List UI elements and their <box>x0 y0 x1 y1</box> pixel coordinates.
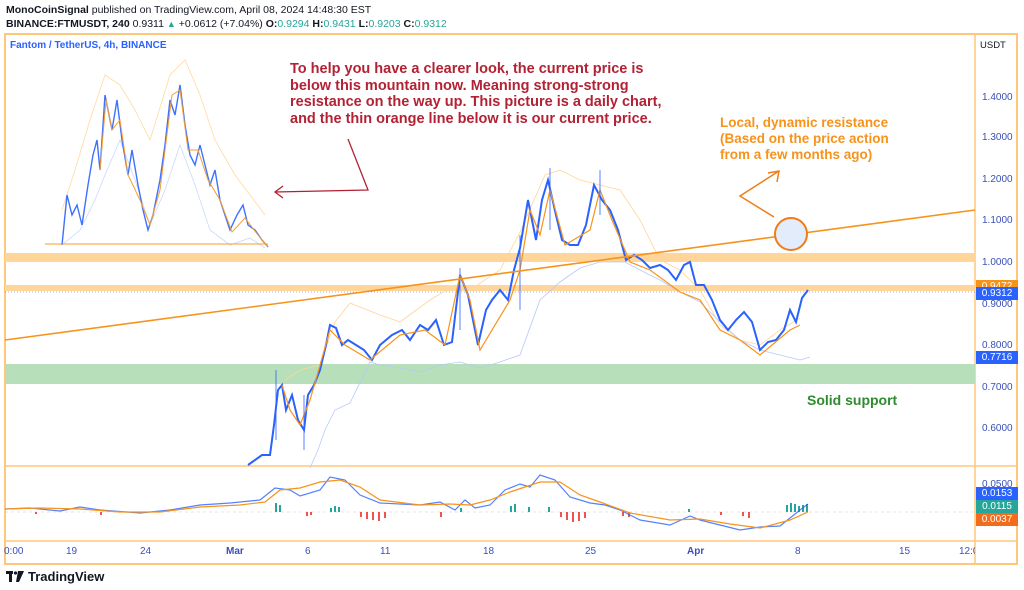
support-annotation: Solid support <box>807 392 898 408</box>
lower-band-tag: 0.7716 <box>976 351 1018 364</box>
x-tick: 15 <box>899 546 911 557</box>
red-annotation: To help you have a clearer look, the cur… <box>290 61 662 127</box>
up-arrow-icon: ▲ <box>166 19 176 29</box>
y-tick: 0.6000 <box>982 423 1013 434</box>
brand-name: TradingView <box>28 569 105 584</box>
low-value: 0.9203 <box>368 18 401 30</box>
x-tick: 25 <box>585 546 597 557</box>
last-price: 0.9311 <box>132 18 164 30</box>
x-tick: 8 <box>795 546 801 557</box>
published-text: published on TradingView.com, April 08, … <box>91 4 372 16</box>
resistance-highlight-circle <box>774 217 808 251</box>
close-value: 0.9312 <box>414 18 447 30</box>
y-tick: 1.4000 <box>982 92 1013 103</box>
support-zone <box>5 364 975 384</box>
macd-pane <box>4 474 975 531</box>
open-value: 0.9294 <box>277 18 310 30</box>
x-tick: 12:0 <box>959 546 975 557</box>
x-tick: 18 <box>483 546 495 557</box>
current-price-tag: 0.9312 <box>976 287 1018 300</box>
tradingview-logo-icon <box>6 571 24 582</box>
macd-tag: 0.0153 <box>976 487 1018 500</box>
tradingview-logo[interactable]: TradingView <box>6 569 104 584</box>
resistance-zone-upper <box>5 253 975 262</box>
orange-annotation-line: (Based on the price action <box>720 131 889 146</box>
orange-annotation: Local, dynamic resistance (Based on the … <box>720 115 889 163</box>
histogram-tag: 0.0115 <box>976 500 1018 513</box>
daily-chart-inset <box>45 59 269 249</box>
x-tick: 19 <box>66 546 78 557</box>
macd-top-tick: 0.0500 <box>982 479 1013 490</box>
author-name: MonoCoinSignal <box>6 4 89 16</box>
resistance-zone-lower <box>5 285 975 291</box>
low-label: L: <box>358 18 369 30</box>
chart-title: Fantom / TetherUS, 4h, BINANCE <box>10 40 167 51</box>
high-label: H: <box>312 18 324 30</box>
red-arrow-icon <box>274 138 369 193</box>
x-tick: 24 <box>140 546 152 557</box>
orange-annotation-line: from a few months ago) <box>720 147 873 162</box>
publish-header: MonoCoinSignal published on TradingView.… <box>6 3 447 31</box>
y-tick: 0.8000 <box>982 340 1013 351</box>
dynamic-resistance-trendline <box>4 209 976 341</box>
x-tick: Apr <box>687 546 705 557</box>
x-tick: 0:00 <box>4 546 24 557</box>
orange-arrow-icon <box>738 170 780 218</box>
orange-annotation-line: Local, dynamic resistance <box>720 115 889 130</box>
y-tick: 1.3000 <box>982 132 1013 143</box>
open-label: O: <box>265 18 278 30</box>
y-tick: 0.7000 <box>982 382 1013 393</box>
x-tick: 6 <box>305 546 311 557</box>
high-value: 0.9431 <box>323 18 356 30</box>
x-tick: 11 <box>380 546 391 557</box>
y-tick: 1.0000 <box>982 257 1013 268</box>
y-tick: 1.2000 <box>982 174 1013 185</box>
currency-label[interactable]: USDT <box>980 40 1006 51</box>
price-change: +0.0612 (+7.04%) <box>178 18 263 30</box>
close-label: C: <box>403 18 415 30</box>
y-tick: 1.1000 <box>982 215 1013 226</box>
x-tick: Mar <box>226 546 244 557</box>
signal-tag: 0.0037 <box>976 513 1018 526</box>
y-tick: 0.9000 <box>982 299 1013 310</box>
symbol: BINANCE:FTMUSDT, 240 <box>6 18 130 30</box>
